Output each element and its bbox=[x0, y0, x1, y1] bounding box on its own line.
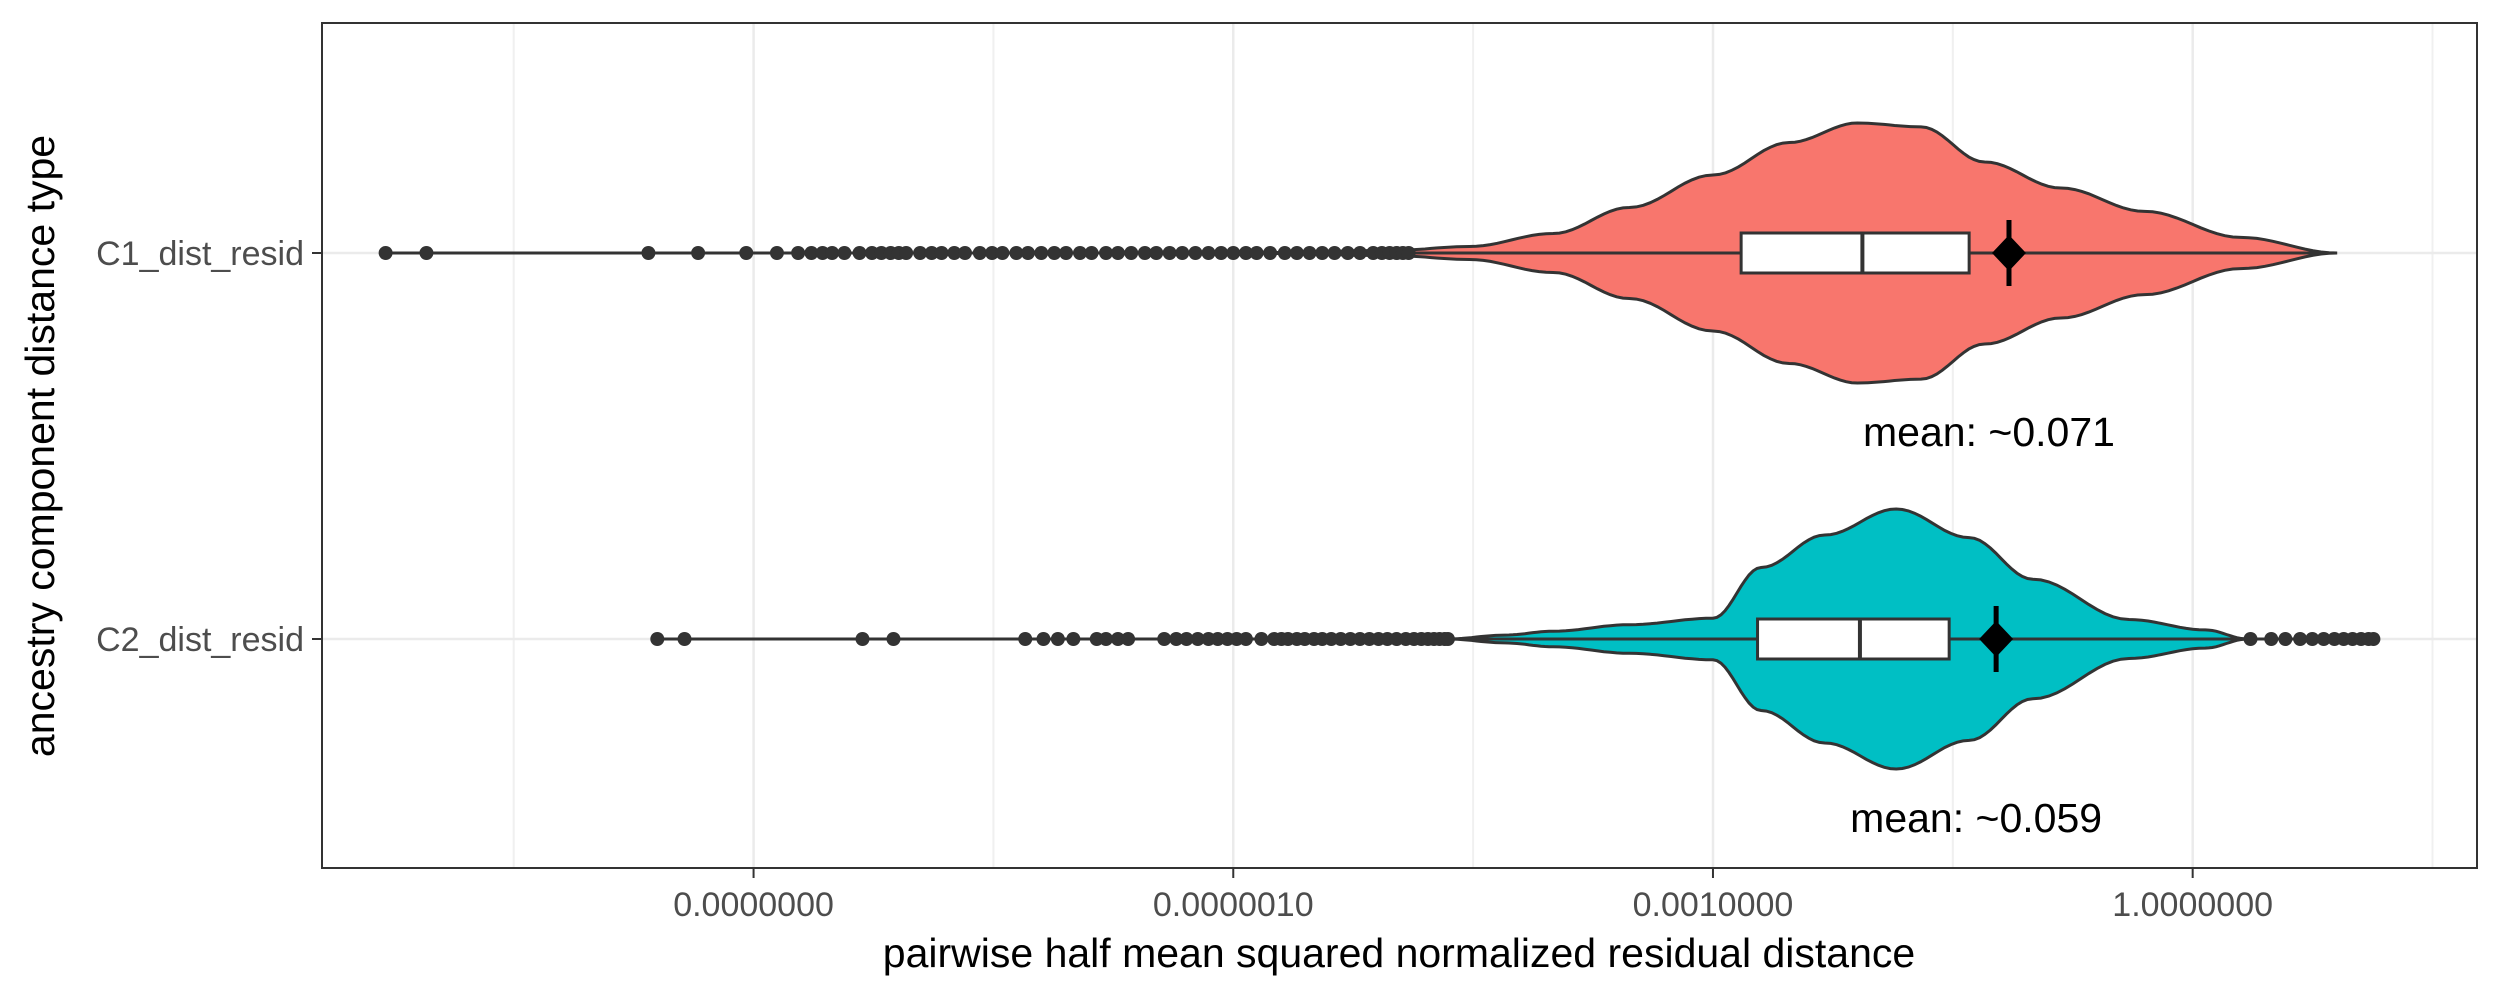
box bbox=[1739, 231, 1971, 275]
panel-background bbox=[322, 23, 2477, 868]
box bbox=[1756, 617, 1951, 661]
outlier-point bbox=[1149, 246, 1164, 260]
outlier-point bbox=[913, 246, 928, 260]
x-axis-title: pairwise half mean squared normalized re… bbox=[883, 930, 1915, 976]
outlier-point bbox=[1124, 246, 1139, 260]
outlier-point bbox=[691, 246, 706, 260]
outlier-point bbox=[1084, 246, 1099, 260]
outlier-point bbox=[1214, 246, 1229, 260]
outlier-point bbox=[957, 246, 972, 260]
outlier-point bbox=[972, 246, 987, 260]
x-tick-label: 1.0000000 bbox=[2112, 886, 2273, 924]
outlier-point bbox=[852, 246, 867, 260]
outlier-point bbox=[804, 246, 819, 260]
mean-label: mean: ~0.071 bbox=[1863, 409, 2115, 455]
outlier-point bbox=[1333, 632, 1348, 646]
outlier-point bbox=[815, 246, 830, 260]
outlier-point bbox=[791, 246, 806, 260]
outlier-point bbox=[1110, 246, 1125, 260]
series-C2_dist_resid: mean: ~0.059 bbox=[650, 507, 2381, 841]
mean-label: mean: ~0.059 bbox=[1850, 795, 2102, 841]
outlier-point bbox=[1072, 246, 1087, 260]
outlier-point bbox=[1020, 246, 1035, 260]
outlier-point bbox=[1238, 632, 1253, 646]
outlier-point bbox=[1352, 246, 1367, 260]
outlier-point bbox=[1034, 246, 1049, 260]
outlier-point bbox=[1302, 246, 1317, 260]
outlier-point bbox=[1157, 632, 1172, 646]
outlier-point bbox=[934, 246, 949, 260]
outlier-point bbox=[1162, 246, 1177, 260]
outlier-point bbox=[1175, 246, 1190, 260]
outlier-point bbox=[2278, 632, 2293, 646]
series-C1_dist_resid: mean: ~0.071 bbox=[378, 121, 2338, 455]
outlier-point bbox=[985, 246, 1000, 260]
y-tick-label: C1_dist_resid bbox=[96, 235, 304, 273]
outlier-point bbox=[2264, 632, 2279, 646]
outlier-point bbox=[739, 246, 754, 260]
outlier-point bbox=[1179, 632, 1194, 646]
outlier-point bbox=[1121, 632, 1136, 646]
mean-marker bbox=[1991, 235, 2026, 271]
outlier-point bbox=[825, 246, 840, 260]
outlier-point bbox=[2293, 632, 2308, 646]
outlier-point bbox=[1137, 246, 1152, 260]
outlier-point bbox=[899, 246, 914, 260]
outlier-point bbox=[378, 246, 393, 260]
outlier-point bbox=[1059, 246, 1074, 260]
outlier-point bbox=[1201, 246, 1216, 260]
outlier-point bbox=[1018, 632, 1033, 646]
outlier-point bbox=[886, 632, 901, 646]
axis-layer: 0.0000000 0.0000010 0.0010000 1.0000000 C1_d… bbox=[96, 235, 2273, 924]
outlier-point bbox=[1099, 632, 1114, 646]
outlier-point bbox=[650, 632, 665, 646]
outlier-point bbox=[677, 632, 692, 646]
outlier-point bbox=[1188, 246, 1203, 260]
outlier-point bbox=[995, 246, 1010, 260]
outlier-point bbox=[1066, 632, 1081, 646]
outlier-point bbox=[1099, 246, 1114, 260]
x-tick-label: 0.0000010 bbox=[1153, 886, 1314, 924]
outlier-point bbox=[1249, 246, 1264, 260]
x-tick-label: 0.0000000 bbox=[673, 886, 834, 924]
outlier-point bbox=[1226, 246, 1241, 260]
x-tick-label: 0.0010000 bbox=[1633, 886, 1794, 924]
outlier-point bbox=[1169, 632, 1184, 646]
outlier-point bbox=[855, 632, 870, 646]
outlier-point bbox=[769, 246, 784, 260]
outlier-point bbox=[1009, 246, 1024, 260]
outlier-point bbox=[1110, 632, 1125, 646]
outlier-point bbox=[1263, 246, 1278, 260]
outlier-point bbox=[2316, 632, 2331, 646]
mean-marker bbox=[1979, 621, 2014, 657]
series-layer: mean: ~0.071 mean: ~0.059 bbox=[378, 121, 2381, 841]
outlier-point bbox=[837, 246, 852, 260]
outlier-point bbox=[1401, 246, 1416, 260]
outlier-point bbox=[1050, 632, 1065, 646]
outlier-point bbox=[1254, 632, 1269, 646]
outlier-point bbox=[419, 246, 434, 260]
outlier-point bbox=[2366, 632, 2381, 646]
outlier-point bbox=[2305, 632, 2320, 646]
outlier-point bbox=[1440, 632, 1455, 646]
outlier-point bbox=[1327, 246, 1342, 260]
outlier-point bbox=[1315, 246, 1330, 260]
outlier-point bbox=[2243, 632, 2258, 646]
outlier-point bbox=[924, 246, 939, 260]
outlier-point bbox=[1340, 246, 1355, 260]
outlier-point bbox=[641, 246, 656, 260]
y-tick-label: C2_dist_resid bbox=[96, 621, 304, 659]
outlier-point bbox=[947, 246, 962, 260]
outlier-point bbox=[1289, 246, 1304, 260]
y-axis-title: ancestry component distance type bbox=[17, 135, 63, 757]
outlier-point bbox=[1047, 246, 1062, 260]
outlier-point bbox=[1238, 246, 1253, 260]
outlier-point bbox=[1190, 632, 1205, 646]
outlier-point bbox=[1036, 632, 1051, 646]
outlier-point bbox=[1277, 246, 1292, 260]
outlier-point bbox=[1343, 632, 1358, 646]
outlier-point bbox=[1210, 632, 1225, 646]
panel-border bbox=[321, 22, 2478, 869]
